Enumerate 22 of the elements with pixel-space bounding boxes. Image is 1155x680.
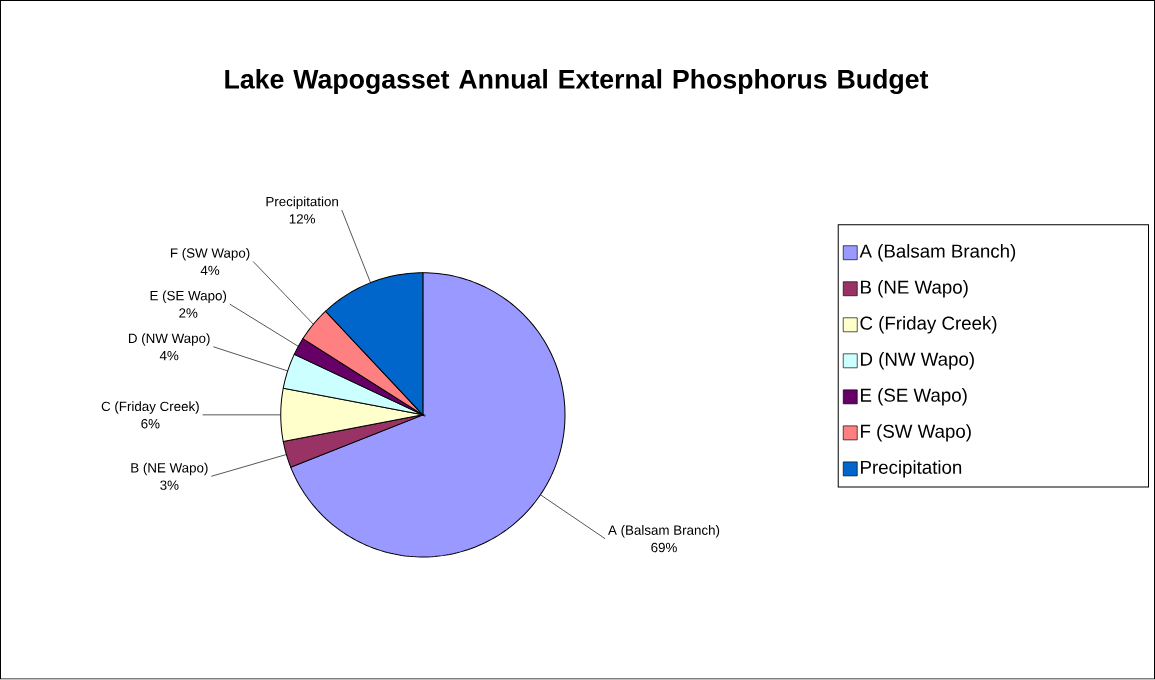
slice-label: E (SE Wapo)	[150, 290, 227, 304]
slice-label: F (SW Wapo)	[170, 248, 250, 261]
legend-label: E (SE Wapo)	[861, 388, 967, 406]
data-label: 2%	[179, 308, 198, 318]
legend-label: A (Balsam Branch)	[859, 244, 1016, 262]
slice-label: C (Friday Creek)	[101, 401, 199, 414]
legend-label: B (NE Wapo)	[861, 280, 968, 298]
data-label: 6%	[141, 419, 160, 429]
slice-label: B (NE Wapo)	[131, 462, 208, 476]
chart-title: Lake Wapogasset Annual External Phosphorus Budget	[225, 69, 929, 95]
data-label: 12%	[289, 214, 316, 224]
slice-label: Precipitation	[266, 196, 338, 210]
legend-label: Precipitation	[861, 460, 962, 478]
legend-label: D (NW Wapo)	[861, 352, 974, 370]
data-label: 4%	[200, 265, 220, 276]
legend-label: C (Friday Creek)	[860, 316, 997, 334]
legend-label: F (SW Wapo)	[861, 424, 971, 442]
data-label: 69%	[651, 543, 677, 553]
slice-label: D (NW Wapo)	[128, 333, 210, 346]
slice-label: A (Balsam Branch)	[608, 525, 720, 538]
data-label: 4%	[159, 351, 179, 361]
data-label: 3%	[160, 480, 179, 491]
